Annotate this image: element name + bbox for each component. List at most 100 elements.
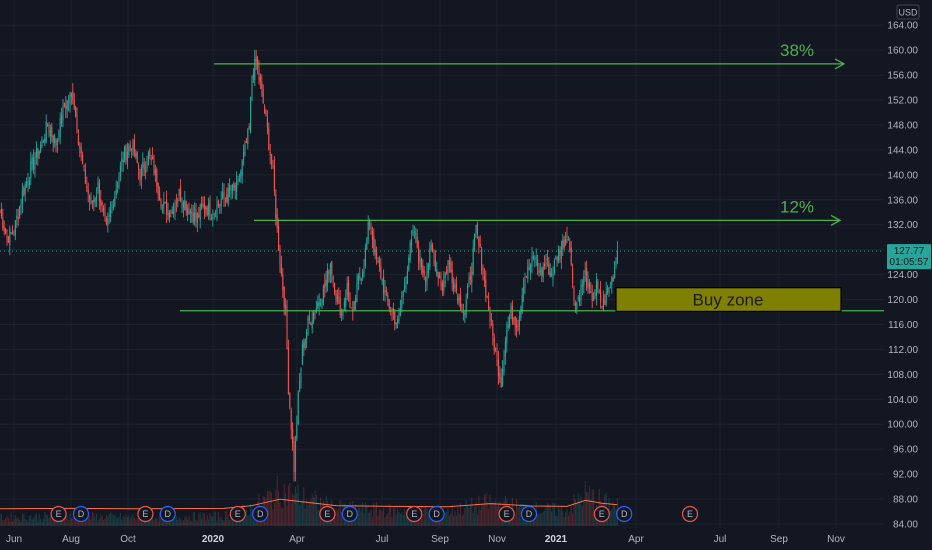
- candle-body: [244, 143, 246, 155]
- candle-body: [320, 304, 322, 305]
- volume-bar: [307, 504, 309, 526]
- earnings-marker[interactable]: E: [681, 505, 699, 523]
- volume-bar: [220, 517, 222, 526]
- candle-body: [370, 224, 372, 231]
- volume-bar: [553, 503, 555, 526]
- candle-body: [348, 279, 350, 296]
- volume-bar: [17, 517, 19, 526]
- dividend-marker[interactable]: D: [341, 505, 358, 523]
- earnings-marker[interactable]: E: [406, 505, 423, 523]
- volume-bar: [205, 520, 207, 526]
- volume-bar: [69, 513, 71, 526]
- candle-body: [122, 159, 124, 163]
- candle-body: [579, 298, 581, 302]
- earnings-marker[interactable]: E: [319, 505, 336, 523]
- earnings-marker[interactable]: E: [50, 505, 67, 523]
- volume-bar: [360, 511, 362, 526]
- earnings-marker[interactable]: E: [498, 505, 515, 523]
- candle-body: [195, 208, 197, 220]
- candle-body: [468, 277, 470, 284]
- volume-bar: [425, 506, 427, 526]
- candle-body: [346, 283, 348, 297]
- earnings-marker[interactable]: E: [137, 505, 154, 523]
- volume-bar: [314, 490, 316, 526]
- price-axis[interactable]: 84.00 88.00 92.00 96.00 100.00 104.00 108.00 11…: [887, 21, 918, 531]
- earnings-marker[interactable]: E: [229, 505, 246, 523]
- price-tick-label: 124.00: [887, 270, 918, 281]
- currency-label-box: [896, 4, 920, 20]
- candle-body: [264, 106, 266, 114]
- candle-body: [530, 264, 532, 273]
- candle-body: [206, 207, 208, 215]
- candle-body: [472, 247, 474, 274]
- dividend-marker[interactable]: D: [616, 505, 633, 523]
- dividend-marker[interactable]: D: [72, 505, 90, 523]
- event-marker-letter: E: [687, 509, 693, 519]
- volume-bar: [446, 511, 448, 526]
- candle-body: [324, 283, 326, 288]
- candle-body: [170, 215, 172, 217]
- candle-body: [566, 235, 568, 238]
- candle-body: [38, 151, 40, 155]
- volume-bar: [583, 501, 585, 526]
- candle-body: [545, 262, 547, 264]
- candle-body: [145, 170, 147, 173]
- dividend-marker[interactable]: D: [252, 505, 269, 523]
- candle-body: [121, 158, 123, 163]
- candle-body: [367, 221, 369, 239]
- candle-body: [222, 192, 224, 199]
- target-12-annotation[interactable]: 12%: [254, 197, 842, 226]
- dividend-marker[interactable]: D: [428, 505, 445, 523]
- volume-bar: [184, 517, 186, 526]
- candle-body: [542, 266, 544, 278]
- candle-body: [128, 146, 130, 156]
- volume-bar: [490, 503, 492, 526]
- candle-body: [110, 209, 112, 218]
- candle-body: [156, 169, 158, 187]
- candle-body: [161, 205, 163, 207]
- volume-bar: [493, 502, 495, 526]
- candle-body: [299, 381, 301, 392]
- candle-body: [521, 294, 523, 313]
- volume-bar: [497, 504, 499, 526]
- target-38-annotation[interactable]: 38%: [214, 41, 846, 70]
- candle-body: [258, 70, 260, 80]
- volume-bar: [303, 486, 305, 526]
- candle-body: [478, 236, 480, 246]
- event-marker-letter: D: [165, 509, 172, 519]
- candle-body: [47, 124, 49, 126]
- candle-body: [335, 290, 337, 300]
- time-axis[interactable]: Jun Aug Oct 2020 Apr Jul Sep Nov 2021 Apr Jul Sep No…: [6, 534, 845, 545]
- volume-bar: [566, 509, 568, 526]
- volume-bar: [404, 509, 406, 526]
- candle-body: [119, 165, 121, 177]
- price-tick-label: 120.00: [887, 295, 918, 306]
- volume-bar: [402, 514, 404, 526]
- currency-label[interactable]: USD: [896, 4, 920, 20]
- volume-bar: [79, 519, 81, 526]
- earnings-marker[interactable]: E: [593, 505, 610, 523]
- volume-bar: [341, 511, 343, 526]
- time-tick-label: Nov: [488, 534, 506, 545]
- dividend-marker[interactable]: D: [159, 505, 176, 523]
- candle-body: [474, 233, 476, 247]
- volume-bar: [41, 521, 43, 526]
- volume-bar: [427, 515, 429, 526]
- volume-bar: [478, 495, 480, 526]
- candle-body: [61, 115, 63, 123]
- volume-bar: [290, 502, 292, 526]
- volume-bar: [87, 512, 89, 526]
- candle-body: [506, 330, 508, 344]
- buy-zone-annotation[interactable]: Buy zone: [615, 287, 842, 313]
- candle-body: [23, 187, 25, 195]
- candle-body: [86, 185, 88, 189]
- candle-body: [216, 204, 218, 220]
- volume-bar: [397, 507, 399, 526]
- candle-body: [343, 302, 345, 308]
- candle-body: [271, 153, 273, 165]
- dividend-marker[interactable]: D: [520, 505, 538, 523]
- candle-body: [194, 212, 196, 222]
- buy-zone-box[interactable]: [615, 287, 842, 313]
